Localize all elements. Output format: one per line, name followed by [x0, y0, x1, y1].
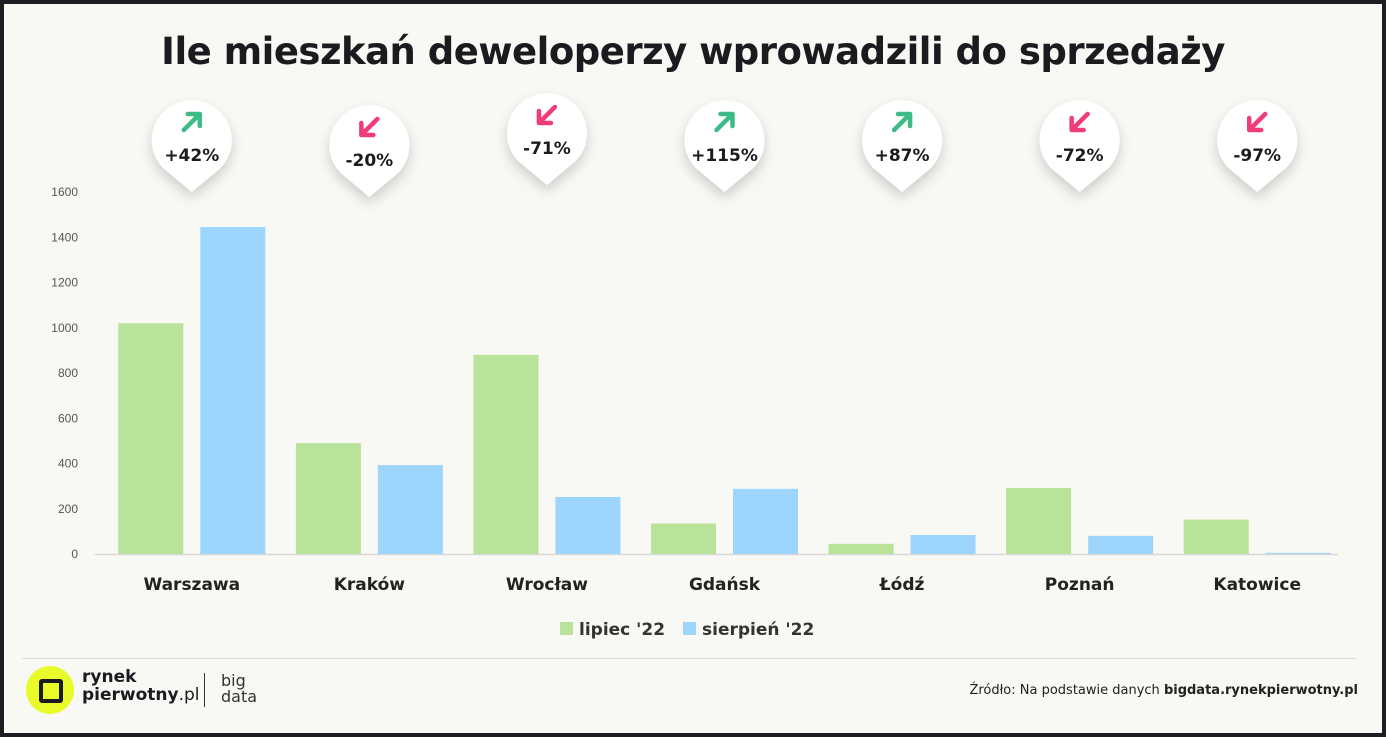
category-label: Gdańsk: [689, 575, 761, 595]
bar-lipiec: [295, 443, 361, 554]
bar-lipiec: [118, 323, 184, 554]
brand-suffix: .pl: [178, 685, 200, 705]
arrow-up-right-icon: [714, 111, 735, 133]
bar-lipiec: [473, 354, 539, 554]
bar-sierpien: [200, 227, 266, 554]
legend-label: lipiec '22: [579, 620, 665, 640]
y-tick-label: 1200: [51, 276, 78, 290]
brand-line1: rynek: [82, 667, 137, 687]
legend-swatch: [683, 622, 696, 635]
change-bubble: [862, 100, 943, 192]
bar-sierpien: [1265, 552, 1331, 554]
arrow-up-right-icon: [891, 111, 913, 133]
change-bubble: [506, 93, 587, 185]
bigdata-logo: big data: [221, 673, 257, 705]
y-tick-label: 600: [58, 411, 78, 425]
source-prefix: Źródło: Na podstawie danych: [969, 683, 1164, 698]
arrow-down-left-icon: [536, 104, 558, 126]
category-label: Poznań: [1045, 575, 1115, 595]
bar-sierpien: [377, 465, 443, 554]
bar-lipiec: [1006, 487, 1072, 554]
source-note: Źródło: Na podstawie danych bigdata.ryne…: [969, 683, 1358, 698]
footer-divider: [22, 658, 1357, 659]
bar-sierpien: [1088, 535, 1154, 554]
category-label: Kraków: [334, 575, 406, 595]
change-label: +115%: [691, 146, 758, 166]
bar-sierpien: [910, 534, 976, 554]
change-label: -97%: [1233, 146, 1281, 166]
change-label: -20%: [345, 151, 393, 171]
bar-sierpien: [733, 488, 798, 554]
bar-lipiec: [651, 523, 716, 554]
y-tick-label: 400: [58, 457, 78, 471]
bar-lipiec: [828, 543, 894, 554]
arrow-down-left-icon: [1246, 111, 1268, 133]
source-link[interactable]: bigdata.rynekpierwotny.pl: [1163, 683, 1358, 698]
category-label: Warszawa: [143, 575, 240, 595]
change-label: +87%: [875, 146, 930, 166]
rynekpierwotny-logo-icon: [26, 666, 74, 714]
category-label: Łódź: [879, 575, 925, 595]
change-bubble: [1039, 100, 1120, 192]
chart-title: Ile mieszkań deweloperzy wprowadzili do …: [161, 30, 1225, 73]
bar-sierpien: [555, 496, 621, 554]
change-bubble: [151, 100, 232, 192]
change-label: -71%: [523, 139, 571, 159]
bigdata-line2: data: [221, 687, 258, 706]
change-bubble: [684, 100, 765, 192]
change-label: -72%: [1056, 146, 1104, 166]
arrow-down-left-icon: [359, 116, 380, 138]
category-label: Wrocław: [506, 575, 588, 595]
y-tick-label: 800: [58, 366, 78, 380]
change-bubble: [329, 105, 410, 197]
y-tick-label: 1400: [51, 230, 78, 244]
logo-separator: [204, 673, 205, 707]
change-bubble: [1217, 100, 1298, 192]
bar-lipiec: [1183, 519, 1249, 554]
category-label: Katowice: [1213, 575, 1301, 595]
arrow-up-right-icon: [181, 111, 203, 133]
brand-line2: pierwotny: [82, 685, 179, 705]
y-tick-label: 200: [58, 502, 78, 516]
legend-label: sierpień '22: [702, 620, 814, 640]
y-tick-label: 1600: [51, 185, 78, 199]
arrow-down-left-icon: [1069, 111, 1090, 133]
brand-name: rynek pierwotny.pl: [82, 668, 200, 704]
change-label: +42%: [164, 146, 219, 166]
y-tick-label: 1000: [51, 321, 78, 335]
bigdata-line1: big: [221, 671, 246, 690]
y-tick-label: 0: [71, 547, 78, 561]
legend-swatch: [560, 622, 573, 635]
